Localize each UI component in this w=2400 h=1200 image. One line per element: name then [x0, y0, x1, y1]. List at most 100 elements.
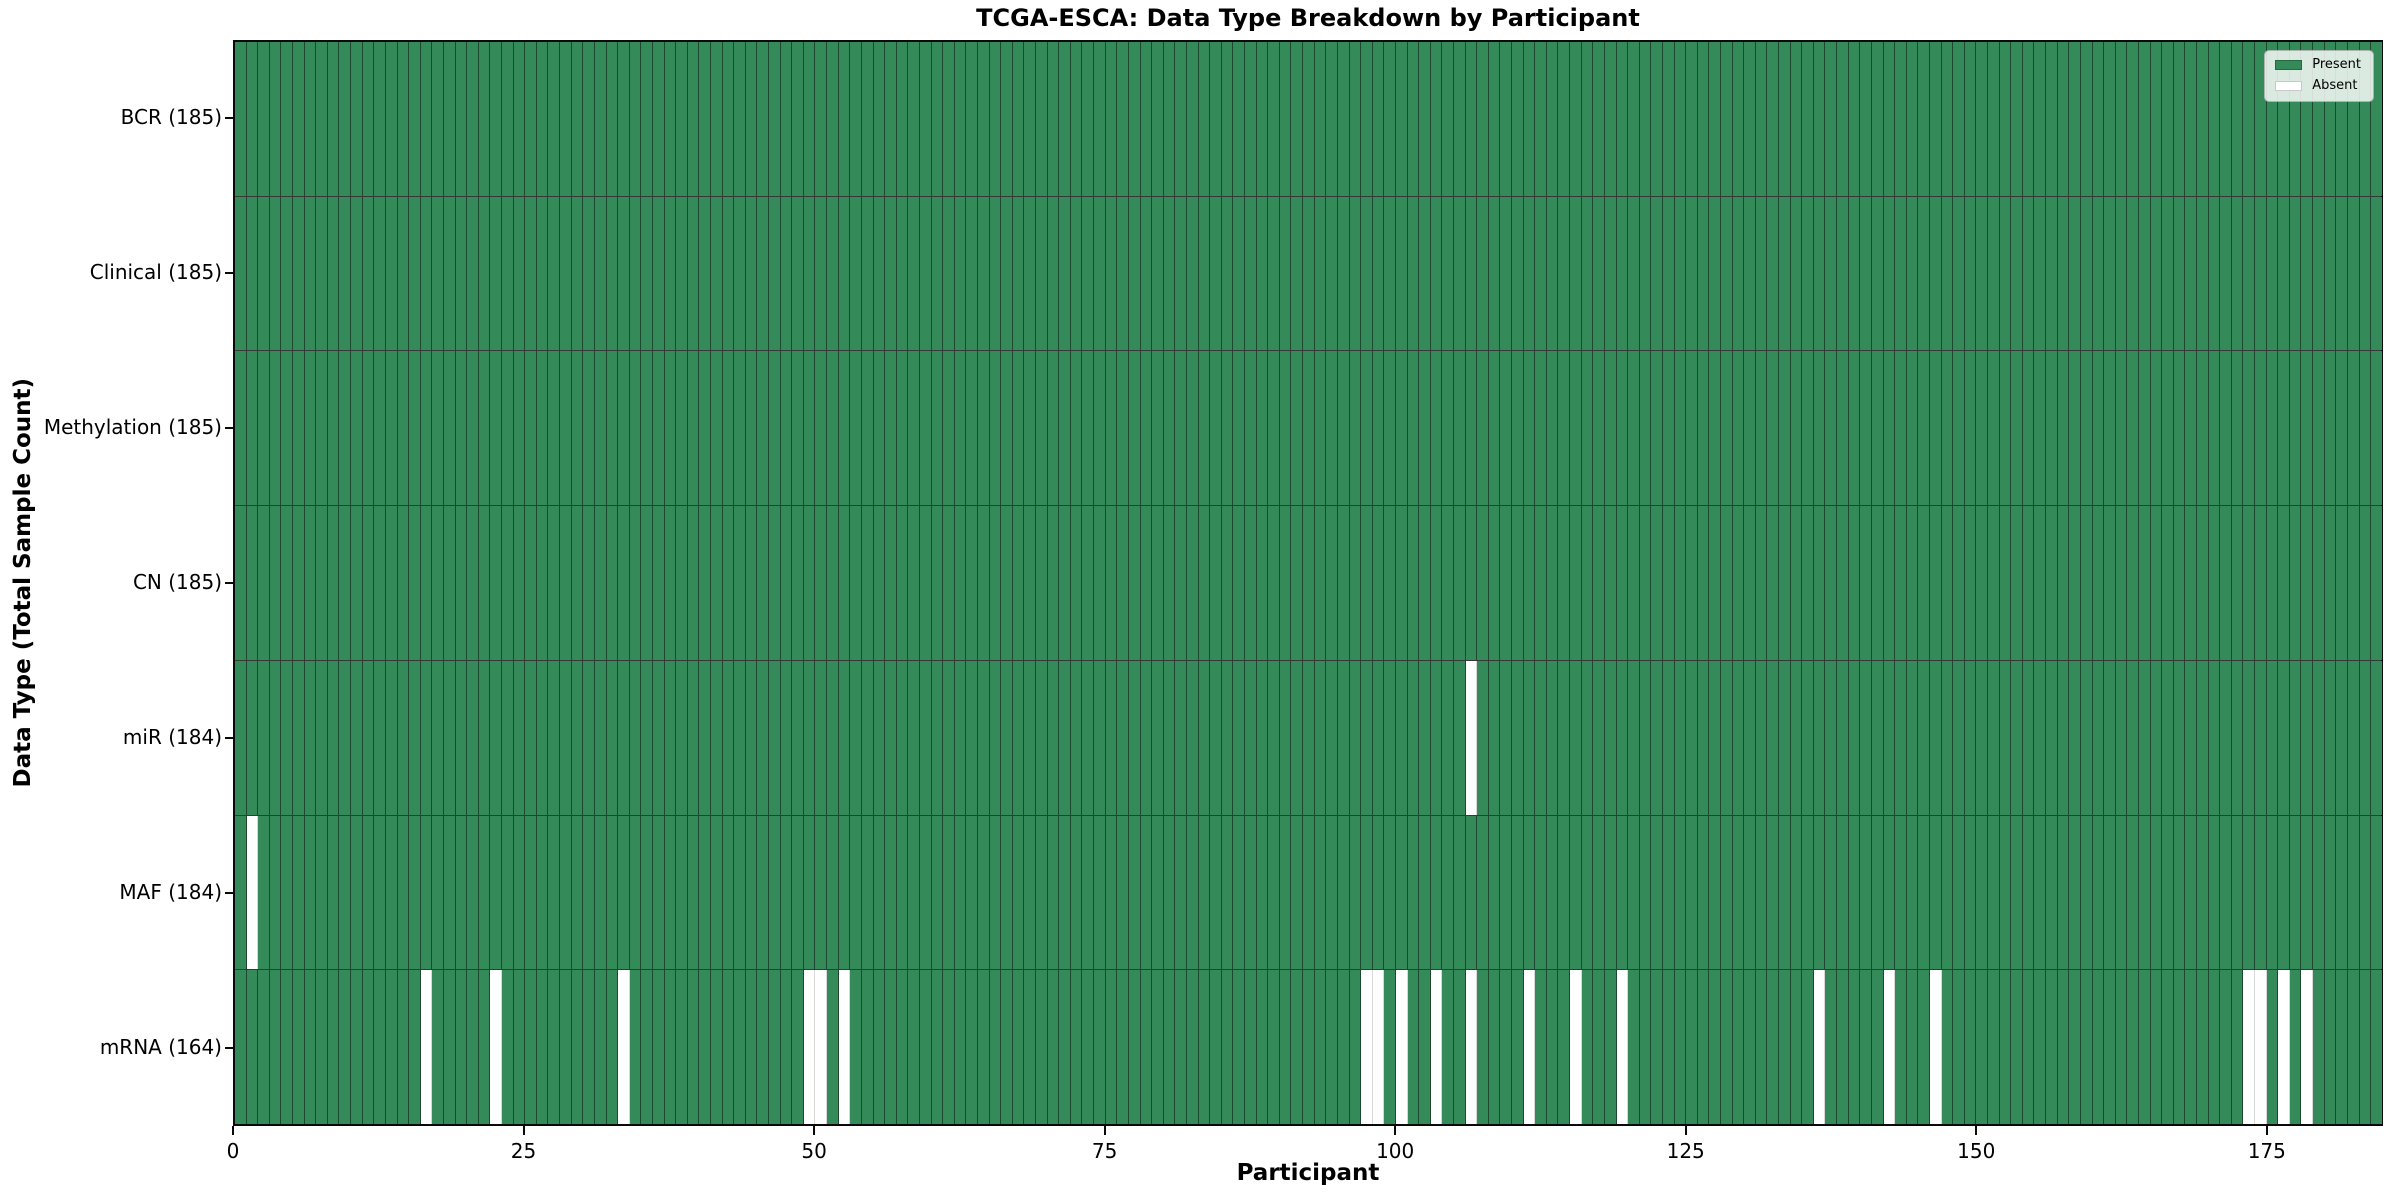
heatmap-cell: [1233, 970, 1246, 1125]
heatmap-cell: [1779, 970, 1791, 1125]
heatmap-cell: [246, 196, 259, 351]
heatmap-cell: [409, 660, 421, 815]
heatmap-cell: [699, 351, 711, 506]
heatmap-cell: [1883, 196, 1896, 351]
heatmap-cell: [1407, 196, 1420, 351]
heatmap-cell: [2022, 506, 2035, 660]
heatmap-cell: [943, 196, 955, 351]
heatmap-cell: [664, 970, 677, 1125]
heatmap-cell: [1779, 351, 1791, 506]
heatmap-cell: [1744, 815, 1756, 970]
heatmap-cell: [1744, 506, 1756, 660]
heatmap-cell: [1001, 196, 1013, 351]
heatmap-cell: [583, 42, 595, 196]
heatmap-cell: [2359, 196, 2372, 351]
heatmap-cell: [374, 660, 386, 815]
heatmap-cell: [629, 660, 642, 815]
heatmap-cell: [1175, 815, 1187, 970]
heatmap-cell: [525, 196, 537, 351]
heatmap-cell: [362, 660, 375, 815]
heatmap-cell: [873, 815, 886, 970]
heatmap-cell: [385, 506, 398, 660]
heatmap-cell: [710, 660, 723, 815]
heatmap-cell: [502, 660, 514, 815]
heatmap-cell: [1419, 660, 1431, 815]
heatmap-cell: [1395, 815, 1408, 970]
heatmap-cell: [1860, 660, 1872, 815]
heatmap-cell: [1140, 660, 1153, 815]
heatmap-cell: [2046, 970, 2058, 1125]
heatmap-cell: [2034, 970, 2047, 1125]
heatmap-cell: [2185, 351, 2197, 506]
heatmap-cell: [1210, 970, 1222, 1125]
heatmap-cell: [2313, 42, 2325, 196]
heatmap-cell: [1941, 42, 1954, 196]
heatmap-cell: [409, 970, 421, 1125]
heatmap-cell: [1744, 42, 1756, 196]
heatmap-cell: [1779, 196, 1791, 351]
heatmap-cell: [1523, 351, 1536, 506]
heatmap-cell: [2127, 970, 2139, 1125]
heatmap-cell: [1117, 506, 1129, 660]
heatmap-cell: [351, 506, 363, 660]
heatmap-cell: [2371, 506, 2382, 660]
heatmap-cell: [1314, 351, 1327, 506]
heatmap-cell: [2220, 351, 2232, 506]
heatmap-cell: [1639, 196, 1652, 351]
heatmap-cell: [1047, 351, 1060, 506]
heatmap-cell: [919, 815, 932, 970]
heatmap-cell: [2231, 970, 2244, 1125]
heatmap-cell: [861, 970, 874, 1125]
heatmap-cell: [1024, 196, 1037, 351]
heatmap-cell: [1593, 970, 1605, 1125]
heatmap-cell: [873, 660, 886, 815]
heatmap-cell: [1837, 970, 1849, 1125]
heatmap-cell: [885, 351, 897, 506]
heatmap-cell: [1732, 970, 1745, 1125]
heatmap-cell: [1779, 42, 1791, 196]
heatmap-cell: [1279, 351, 1292, 506]
heatmap-cell: [1860, 815, 1872, 970]
heatmap-cell: [1941, 351, 1954, 506]
heatmap-cell: [478, 970, 491, 1125]
heatmap-cell: [327, 196, 340, 351]
heatmap-cell: [513, 506, 526, 660]
heatmap-cell: [316, 815, 328, 970]
heatmap-cell: [1988, 660, 2000, 815]
heatmap-cell: [1697, 42, 1710, 196]
heatmap-cell: [815, 506, 828, 660]
heatmap-cell: [2069, 351, 2081, 506]
heatmap-cell: [1581, 970, 1594, 1125]
heatmap-cell: [2313, 506, 2325, 660]
heatmap-cell: [2243, 196, 2256, 351]
heatmap-cell: [2371, 970, 2382, 1125]
heatmap-cell: [978, 815, 990, 970]
heatmap-cell: [710, 815, 723, 970]
heatmap-cell: [2231, 42, 2244, 196]
heatmap-cell: [734, 196, 746, 351]
heatmap-cell: [1837, 815, 1849, 970]
heatmap-cell: [1523, 815, 1536, 970]
heatmap-cell: [1361, 196, 1373, 351]
heatmap-cell: [1802, 42, 1814, 196]
heatmap-cell: [745, 815, 758, 970]
heatmap-cell: [2057, 970, 2070, 1125]
heatmap-cell: [1233, 196, 1246, 351]
heatmap-cell: [374, 506, 386, 660]
heatmap-cell: [2162, 506, 2174, 660]
heatmap-cell: [1581, 506, 1594, 660]
heatmap-cell: [560, 196, 572, 351]
heatmap-cell: [722, 970, 735, 1125]
heatmap-cell: [1593, 660, 1605, 815]
heatmap-cell: [1895, 815, 1907, 970]
heatmap-cell: [803, 506, 816, 660]
heatmap-cell: [827, 196, 839, 351]
heatmap-cell: [850, 660, 862, 815]
heatmap-cell: [1256, 660, 1269, 815]
heatmap-cell: [1929, 660, 1942, 815]
heatmap-cell: [1837, 506, 1849, 660]
legend-entry-absent: Absent: [2275, 79, 2361, 93]
heatmap-cell: [2324, 660, 2337, 815]
heatmap-cell: [861, 815, 874, 970]
heatmap-cell: [792, 196, 804, 351]
